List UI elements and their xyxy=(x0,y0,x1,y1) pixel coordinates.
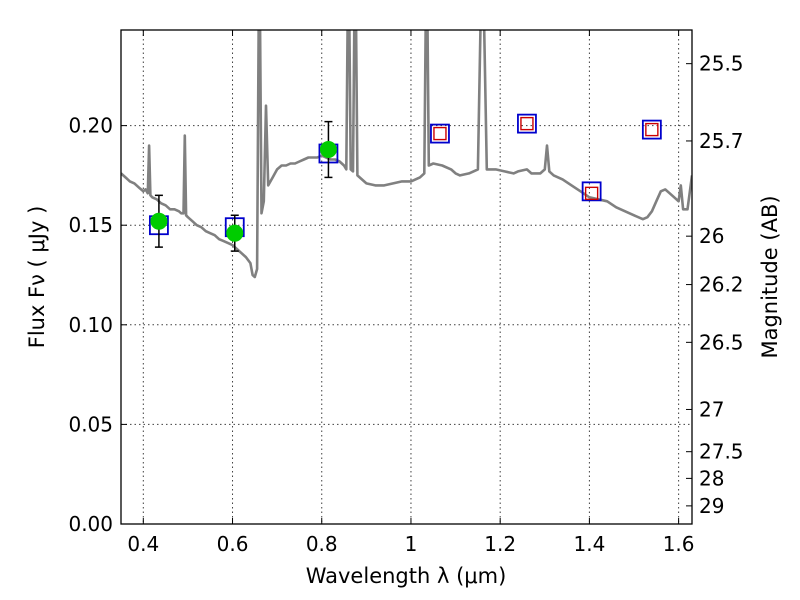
x-tick-label: 1.2 xyxy=(484,532,516,556)
x-tick-label: 0.6 xyxy=(217,532,249,556)
model-band-marker xyxy=(641,119,662,140)
grid xyxy=(121,30,692,524)
y-tick-label: 0.00 xyxy=(68,512,113,536)
measured-point xyxy=(319,141,337,159)
x-tick-label: 1 xyxy=(405,532,418,556)
model-band-marker xyxy=(430,123,450,144)
x-axis-label: Wavelength λ (μm) xyxy=(306,564,507,588)
model-band-marker xyxy=(581,181,602,202)
y-tick-label: 0.05 xyxy=(68,412,113,436)
predicted-marker xyxy=(520,116,534,131)
measured-point xyxy=(226,224,244,242)
y-tick-label: 0.10 xyxy=(68,313,113,337)
y2-tick-label: 27 xyxy=(699,397,724,421)
y-axis-label: Flux Fν ( μJy ) xyxy=(25,206,49,349)
plot-frame xyxy=(120,29,693,525)
ticks: 0.4 0.6 0.8 1 1.2 1.4 1.6 0.00 0.05 0.10 0.15 0.20 2… xyxy=(68,30,744,556)
y2-tick-label: 27.5 xyxy=(699,440,744,464)
x-tick-label: 0.4 xyxy=(127,532,159,556)
y2-tick-label: 29 xyxy=(699,494,724,518)
y2-axis-label: Magnitude (AB) xyxy=(758,195,782,358)
y2-tick-label: 25.7 xyxy=(699,129,744,153)
predicted-marker xyxy=(433,126,447,141)
x-tick-label: 1.6 xyxy=(663,532,695,556)
y2-tick-label: 26 xyxy=(699,224,724,248)
x-tick-label: 1.4 xyxy=(573,532,605,556)
y2-tick-label: 28 xyxy=(699,466,724,490)
plot-area xyxy=(121,30,692,279)
predicted-marker xyxy=(645,122,659,137)
measured-point xyxy=(150,212,168,230)
model-band-marker xyxy=(517,113,537,134)
y2-tick-label: 25.5 xyxy=(699,52,744,76)
y2-tick-label: 26.5 xyxy=(699,330,744,354)
model-spectrum-line xyxy=(121,30,692,279)
x-tick-label: 0.8 xyxy=(306,532,338,556)
y-tick-label: 0.20 xyxy=(68,114,113,138)
y2-tick-label: 26.2 xyxy=(699,273,744,297)
predicted-marker xyxy=(584,186,599,201)
y-tick-label: 0.15 xyxy=(68,213,113,237)
